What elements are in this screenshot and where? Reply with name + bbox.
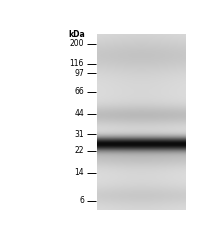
Text: 116: 116 xyxy=(70,60,84,68)
Text: 14: 14 xyxy=(74,168,84,177)
Text: kDa: kDa xyxy=(69,30,86,39)
Text: 200: 200 xyxy=(69,39,84,48)
Text: 97: 97 xyxy=(74,69,84,78)
Text: 31: 31 xyxy=(74,130,84,139)
Text: 6: 6 xyxy=(79,196,84,205)
Text: 66: 66 xyxy=(74,87,84,96)
Text: 22: 22 xyxy=(75,146,84,155)
Text: 44: 44 xyxy=(74,109,84,118)
